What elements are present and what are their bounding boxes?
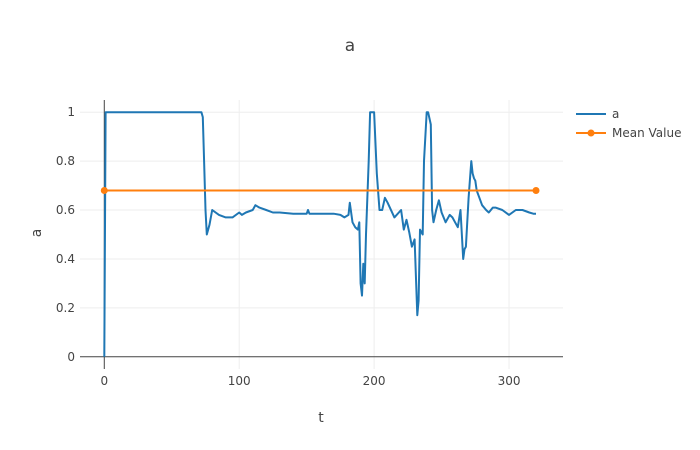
tick-labels: 0 0.2 0.4 0.6 0.8 1 0 100 200 300 xyxy=(56,105,521,388)
legend-item-a[interactable]: a xyxy=(576,107,619,121)
x-tick-label: 300 xyxy=(498,374,521,388)
x-axis-title: t xyxy=(318,410,324,426)
series-point-mean-value xyxy=(100,186,108,194)
series-point-mean-value xyxy=(532,186,540,194)
series-layer xyxy=(100,111,540,357)
legend-label: a xyxy=(612,107,619,121)
x-tick-label: 200 xyxy=(363,374,386,388)
x-tick-label: 0 xyxy=(100,374,108,388)
chart-title: a xyxy=(345,36,355,56)
legend: a Mean Value xyxy=(576,107,681,140)
x-tick-label: 100 xyxy=(228,374,251,388)
legend-item-mean-value[interactable]: Mean Value xyxy=(576,126,681,140)
y-tick-label: 0 xyxy=(67,350,75,364)
y-tick-label: 0.6 xyxy=(56,203,75,217)
y-tick-label: 0.4 xyxy=(56,252,75,266)
y-axis-title: a xyxy=(29,229,45,238)
y-tick-label: 1 xyxy=(67,105,75,119)
legend-marker xyxy=(587,129,595,137)
axes xyxy=(80,100,563,369)
y-tick-label: 0.2 xyxy=(56,301,75,315)
y-tick-label: 0.8 xyxy=(56,154,75,168)
legend-label: Mean Value xyxy=(612,126,681,140)
series-line-a xyxy=(103,111,536,357)
grid xyxy=(80,100,563,369)
